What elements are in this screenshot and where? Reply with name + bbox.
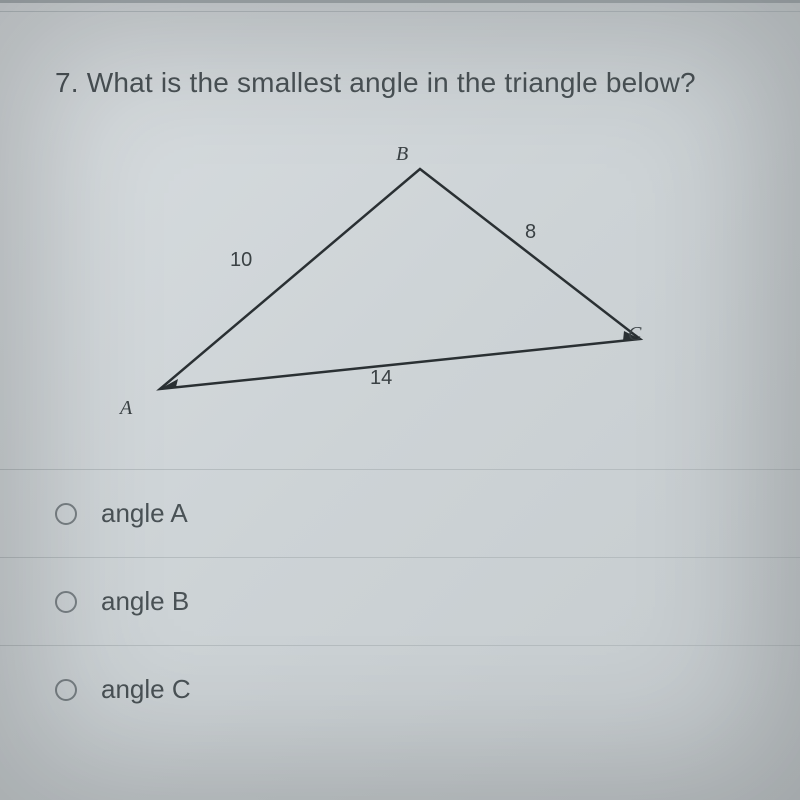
option-label-a: angle A bbox=[101, 498, 188, 529]
side-label-bc: 8 bbox=[525, 221, 536, 244]
option-row-b[interactable]: angle B bbox=[0, 558, 800, 645]
question-number: 7. bbox=[55, 67, 79, 98]
option-label-b: angle B bbox=[101, 586, 189, 617]
question-text: 7. What is the smallest angle in the tri… bbox=[55, 67, 755, 99]
question-container: 7. What is the smallest angle in the tri… bbox=[0, 12, 800, 119]
option-label-c: angle C bbox=[101, 674, 191, 705]
radio-c[interactable] bbox=[55, 679, 77, 701]
triangle-svg bbox=[120, 149, 720, 429]
triangle-diagram: A B C 10 8 14 bbox=[120, 149, 720, 429]
radio-b[interactable] bbox=[55, 591, 77, 613]
side-label-ac: 14 bbox=[370, 367, 392, 390]
top-border bbox=[0, 0, 800, 3]
option-row-c[interactable]: angle C bbox=[0, 646, 800, 733]
side-label-ab: 10 bbox=[230, 249, 252, 272]
options-container: angle A angle B angle C bbox=[0, 469, 800, 733]
vertex-label-c: C bbox=[628, 323, 641, 346]
radio-a[interactable] bbox=[55, 503, 77, 525]
vertex-label-a: A bbox=[120, 397, 132, 420]
vertex-label-b: B bbox=[396, 143, 408, 166]
question-body: What is the smallest angle in the triang… bbox=[87, 67, 696, 98]
triangle-shape bbox=[160, 169, 640, 389]
option-row-a[interactable]: angle A bbox=[0, 470, 800, 557]
